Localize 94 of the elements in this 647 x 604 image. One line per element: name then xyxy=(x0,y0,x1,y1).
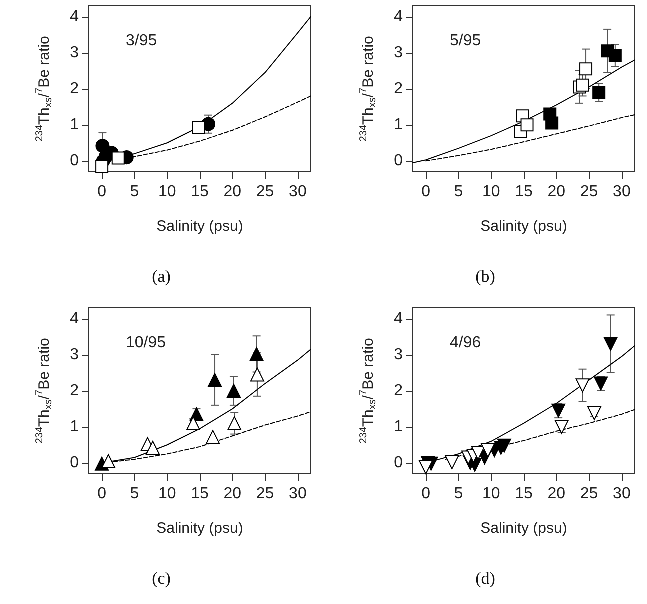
y-tick-label: 3 xyxy=(70,44,80,62)
x-tick-label: 0 xyxy=(422,184,431,200)
x-tick-label: 30 xyxy=(289,486,307,502)
y-tick-label: 4 xyxy=(70,310,80,328)
y-tick-label: 2 xyxy=(394,80,404,98)
point xyxy=(206,430,220,444)
y-axis-title: 234Thxs/7Be ratio xyxy=(34,36,54,142)
point xyxy=(102,454,116,468)
y-tick-label: 0 xyxy=(70,152,80,170)
point xyxy=(608,49,622,62)
point xyxy=(419,460,434,475)
x-tick-label: 10 xyxy=(158,486,176,502)
point xyxy=(481,444,496,458)
y-tick-label: 3 xyxy=(70,346,80,364)
text: 10/95 xyxy=(126,334,166,352)
point xyxy=(604,337,618,352)
point xyxy=(96,160,109,174)
y-tick-label: 3 xyxy=(394,44,404,62)
point xyxy=(546,116,559,130)
y-tick-label: 0 xyxy=(394,454,404,472)
point xyxy=(192,121,206,134)
point xyxy=(228,416,242,430)
point xyxy=(226,384,241,398)
point xyxy=(588,406,602,420)
x-tick-label: 0 xyxy=(422,486,431,502)
point xyxy=(471,446,486,460)
x-tick-label: 5 xyxy=(454,184,464,200)
y-tick-label: 0 xyxy=(394,152,404,170)
point xyxy=(576,378,590,393)
x-tick-label: 5 xyxy=(454,486,464,502)
x-axis-title: Salinity (psu) xyxy=(480,218,568,235)
y-axis-title: 234Thxs/7Be ratio xyxy=(34,338,54,444)
y-axis-title: 234Thxs/7Be ratio xyxy=(358,36,378,142)
point xyxy=(592,86,606,100)
x-tick-label: 15 xyxy=(191,184,209,200)
x-tick-label: 5 xyxy=(130,184,140,200)
y-tick-label: 1 xyxy=(70,418,80,436)
x-tick-label: 25 xyxy=(580,184,598,200)
x-tick-label: 30 xyxy=(613,184,631,200)
y-tick-label: 4 xyxy=(394,310,404,328)
point xyxy=(208,373,222,388)
y-tick-label: 3 xyxy=(394,346,404,364)
point xyxy=(497,438,512,453)
x-tick-label: 25 xyxy=(256,486,274,502)
x-axis-title: Salinity (psu) xyxy=(156,218,244,235)
y-tick-label: 2 xyxy=(70,382,80,400)
point xyxy=(594,376,608,391)
text: (d) xyxy=(476,569,496,588)
y-tick-label: 1 xyxy=(394,418,404,436)
y-tick-label: 2 xyxy=(394,382,404,400)
y-tick-label: 0 xyxy=(70,454,80,472)
y-tick-label: 4 xyxy=(70,8,80,26)
x-tick-label: 10 xyxy=(482,486,500,502)
point xyxy=(445,455,460,470)
x-tick-label: 20 xyxy=(548,184,566,200)
point xyxy=(186,416,200,430)
y-axis-title: 234Thxs/7Be ratio xyxy=(358,338,378,444)
text: 5/95 xyxy=(450,32,482,50)
point xyxy=(554,420,569,434)
x-tick-label: 10 xyxy=(482,184,500,200)
point xyxy=(520,118,534,132)
x-tick-label: 20 xyxy=(224,486,242,502)
point xyxy=(576,78,590,92)
text: (c) xyxy=(152,569,171,588)
line-series xyxy=(412,60,636,164)
x-tick-label: 20 xyxy=(224,184,242,200)
point xyxy=(552,404,566,418)
x-tick-label: 10 xyxy=(158,184,176,200)
x-axis-title: Salinity (psu) xyxy=(156,520,244,537)
point xyxy=(146,441,160,456)
y-tick-label: 1 xyxy=(394,116,404,134)
x-tick-label: 25 xyxy=(256,184,274,200)
x-tick-label: 15 xyxy=(515,486,533,502)
x-tick-label: 25 xyxy=(580,486,598,502)
x-tick-label: 0 xyxy=(98,486,107,502)
x-tick-label: 15 xyxy=(515,184,533,200)
y-tick-label: 1 xyxy=(70,116,80,134)
x-tick-label: 20 xyxy=(548,486,566,502)
point xyxy=(250,368,264,382)
x-axis-title: Salinity (psu) xyxy=(480,520,568,537)
text: (b) xyxy=(476,267,496,286)
point xyxy=(580,62,593,76)
text: (a) xyxy=(152,267,171,286)
x-tick-label: 30 xyxy=(289,184,307,200)
text: 4/96 xyxy=(450,334,482,352)
x-tick-label: 0 xyxy=(98,184,107,200)
point xyxy=(250,347,264,362)
y-tick-label: 2 xyxy=(70,80,80,98)
y-tick-label: 4 xyxy=(394,8,404,26)
text: 3/95 xyxy=(126,32,158,50)
x-tick-label: 30 xyxy=(613,486,631,502)
point xyxy=(112,152,125,165)
x-tick-label: 15 xyxy=(191,486,209,502)
x-tick-label: 5 xyxy=(130,486,140,502)
